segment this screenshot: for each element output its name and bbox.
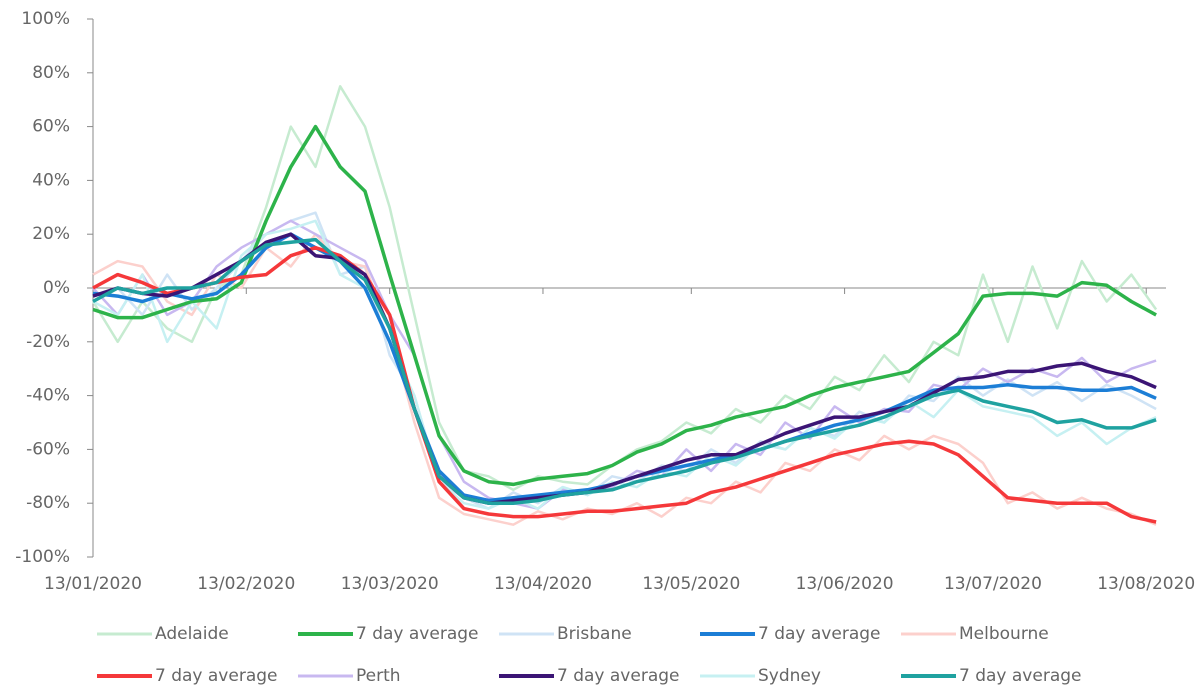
y-tick-label: 60% — [32, 117, 70, 137]
x-tick-label: 13/03/2020 — [341, 574, 439, 594]
legend-label: Adelaide — [155, 624, 229, 644]
y-tick-label: 0% — [43, 278, 70, 298]
y-tick-label: 20% — [32, 224, 70, 244]
legend-label: Melbourne — [959, 624, 1049, 644]
x-tick-label: 13/01/2020 — [44, 574, 142, 594]
series-line — [92, 237, 1157, 505]
y-tick-label: -100% — [15, 547, 70, 567]
legend-label: 7 day average — [356, 624, 479, 644]
legend-label: Perth — [356, 666, 401, 686]
y-tick-label: 80% — [32, 63, 70, 83]
y-tick-label: -80% — [26, 493, 70, 513]
legend-label: 7 day average — [557, 666, 680, 686]
legend-label: 7 day average — [959, 666, 1082, 686]
legend-label: Sydney — [758, 666, 821, 686]
legend-label: 7 day average — [155, 666, 278, 686]
y-tick-label: -60% — [26, 439, 70, 459]
y-tick-label: -20% — [26, 332, 70, 352]
legend-label: Brisbane — [557, 624, 632, 644]
y-tick-label: -40% — [26, 386, 70, 406]
x-tick-label: 13/02/2020 — [197, 574, 295, 594]
x-tick-label: 13/07/2020 — [944, 574, 1042, 594]
x-tick-label: 13/06/2020 — [796, 574, 894, 594]
series-line — [92, 232, 1157, 505]
x-tick-label: 13/05/2020 — [642, 574, 740, 594]
series-line — [92, 124, 1157, 487]
x-tick-label: 13/08/2020 — [1097, 574, 1195, 594]
series-line — [92, 245, 1157, 524]
y-tick-label: 100% — [21, 9, 70, 29]
y-tick-label: 40% — [32, 170, 70, 190]
x-tick-label: 13/04/2020 — [494, 574, 592, 594]
legend-label: 7 day average — [758, 624, 881, 644]
